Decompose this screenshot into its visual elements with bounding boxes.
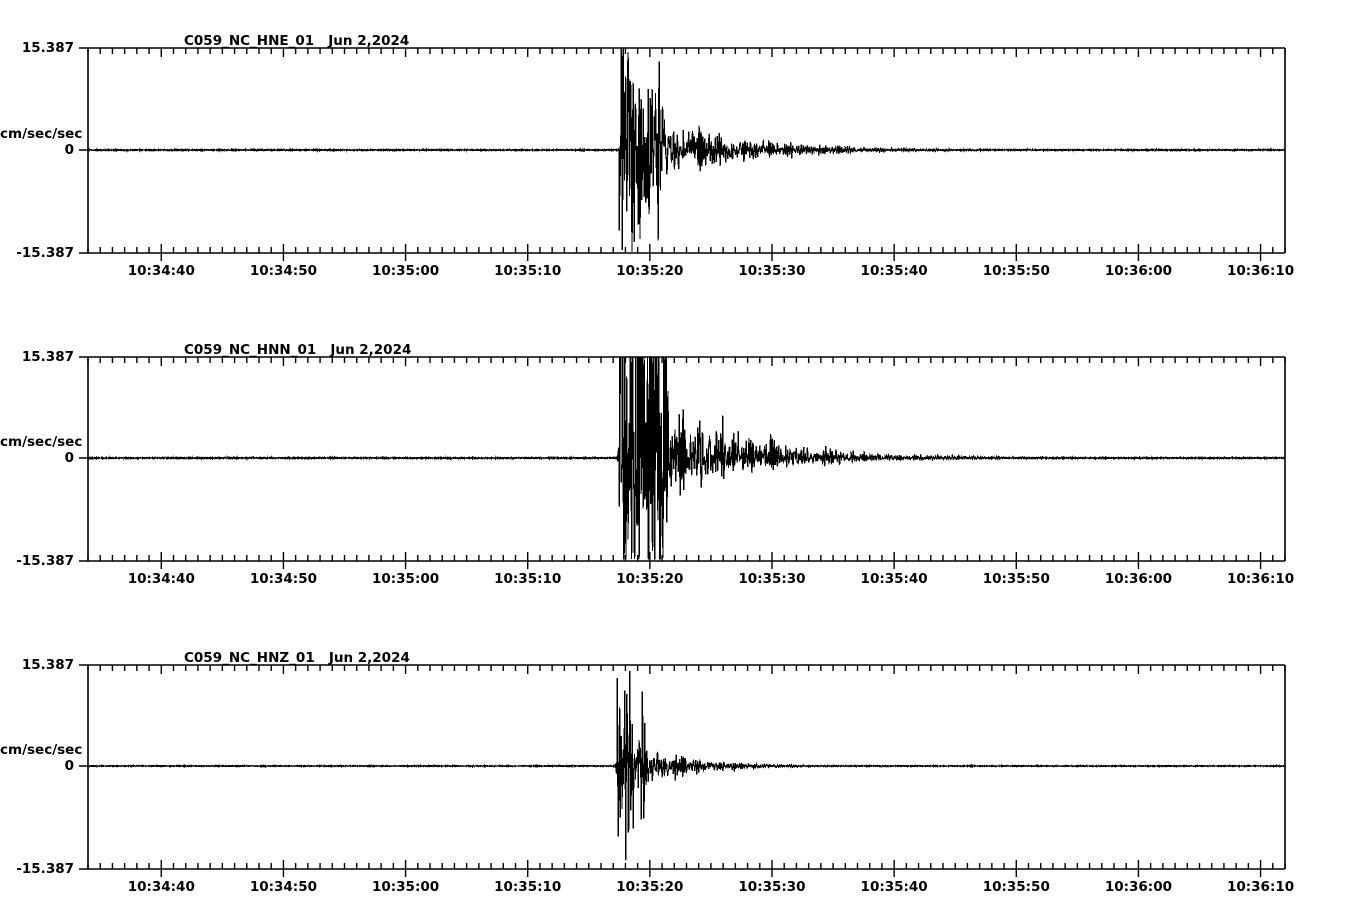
panel-hnn-xtick-6: 10:35:40: [860, 571, 928, 587]
plot-frame: [87, 47, 1286, 254]
panel-hnz-xtick-7: 10:35:50: [982, 879, 1050, 895]
waveform-trace: [87, 671, 1286, 860]
panel-hne-xtick-5: 10:35:30: [738, 263, 806, 279]
panel-hnz-xtick-4: 10:35:20: [616, 879, 684, 895]
panel-hne-xtick-3: 10:35:10: [494, 263, 562, 279]
x-axis-ticks: [87, 665, 1286, 877]
panel-hne-xtick-7: 10:35:50: [982, 263, 1050, 279]
panel-hnz-xtick-6: 10:35:40: [860, 879, 928, 895]
panel-hnz-xtick-8: 10:36:00: [1104, 879, 1172, 895]
panel-hnn-y-min-label: -15.387: [16, 553, 74, 569]
x-axis-ticks: [87, 357, 1286, 569]
panel-hne-xtick-9: 10:36:10: [1226, 263, 1295, 279]
panel-hnz-xtick-2: 10:35:00: [371, 879, 440, 895]
plot-frame: [87, 356, 1286, 562]
panel-hnz-title: C059_NC_HNZ_01 Jun 2,2024: [184, 650, 410, 666]
panel-hne-xtick-2: 10:35:00: [371, 263, 440, 279]
panel-hne-xtick-1: 10:34:50: [249, 263, 317, 279]
panel-hne-y-unit-label: cm/sec/sec: [0, 126, 83, 142]
panel-hnz-xtick-3: 10:35:10: [494, 879, 562, 895]
panel-hne-xtick-4: 10:35:20: [616, 263, 684, 279]
y-axis-ticks: [79, 47, 88, 254]
panel-hnz-xtick-1: 10:34:50: [249, 879, 317, 895]
panel-hnz-y-zero-label: 0: [64, 758, 74, 774]
panel-hnn-xtick-4: 10:35:20: [616, 571, 684, 587]
waveform-trace: [87, 355, 1286, 560]
y-axis-ticks: [79, 664, 88, 870]
panel-hnz-y-min-label: -15.387: [16, 861, 74, 877]
panel-hnz-y-max-label: 15.387: [21, 657, 74, 673]
panel-hnn-y-max-label: 15.387: [21, 349, 74, 365]
panel-hne-xtick-8: 10:36:00: [1104, 263, 1172, 279]
panel-hnn-y-unit-label: cm/sec/sec: [0, 434, 83, 450]
panel-hne-y-min-label: -15.387: [16, 245, 74, 261]
panel-hne-y-max-label: 15.387: [21, 40, 74, 56]
panel-hnz-xtick-0: 10:34:40: [127, 879, 195, 895]
panel-hne-xtick-6: 10:35:40: [860, 263, 928, 279]
y-axis-ticks: [79, 356, 88, 562]
panel-hnz-xtick-5: 10:35:30: [738, 879, 806, 895]
panel-hnz-xtick-9: 10:36:10: [1226, 879, 1295, 895]
panel-hnn-xtick-5: 10:35:30: [738, 571, 806, 587]
x-axis-ticks: [87, 48, 1286, 261]
panel-hnn-xtick-7: 10:35:50: [982, 571, 1050, 587]
panel-hnn-xtick-0: 10:34:40: [127, 571, 195, 587]
panel-hnn-xtick-3: 10:35:10: [494, 571, 562, 587]
panel-hnz-y-unit-label: cm/sec/sec: [0, 742, 83, 758]
waveform-trace: [87, 47, 1286, 253]
panel-hnn-xtick-1: 10:34:50: [249, 571, 317, 587]
panel-hnn-title: C059_NC_HNN_01 Jun 2,2024: [184, 342, 412, 358]
panel-hne-y-zero-label: 0: [64, 142, 74, 158]
panel-hne-xtick-0: 10:34:40: [127, 263, 195, 279]
panel-hnn-xtick-9: 10:36:10: [1226, 571, 1295, 587]
plot-frame: [87, 664, 1286, 870]
panel-hnn-y-zero-label: 0: [64, 450, 74, 466]
panel-hnn-xtick-2: 10:35:00: [371, 571, 440, 587]
panel-hne-title: C059_NC_HNE_01 Jun 2,2024: [184, 33, 410, 49]
panel-hnn-xtick-8: 10:36:00: [1104, 571, 1172, 587]
